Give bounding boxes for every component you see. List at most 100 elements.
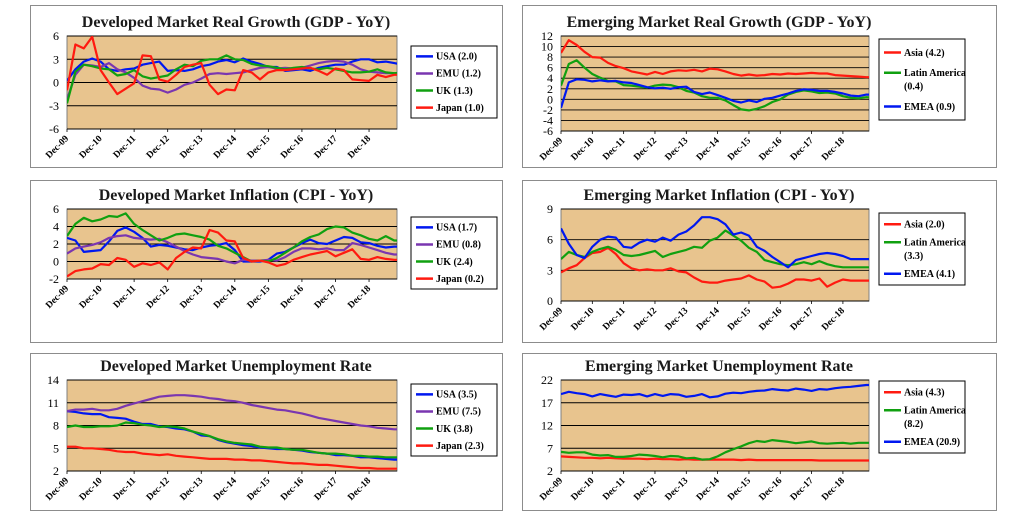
x-tick-label: Dec-17 — [313, 134, 340, 161]
x-tick-label: Dec-17 — [313, 476, 340, 503]
x-tick-label: Dec-09 — [538, 476, 565, 503]
legend-label: EMEA (20.9) — [904, 437, 960, 448]
x-tick-label: Dec-15 — [246, 476, 273, 503]
x-tick-label: Dec-16 — [758, 306, 785, 333]
x-tick-label: Dec-17 — [789, 306, 816, 333]
legend-label: UK (1.3) — [436, 86, 473, 97]
legend-box — [410, 216, 498, 290]
legend-label: EMEA (0.9) — [904, 102, 955, 113]
series-line-4 — [67, 228, 397, 278]
x-tick-label: Dec-09 — [538, 136, 565, 163]
x-tick-label: Dec-14 — [212, 134, 239, 161]
y-tick-label: 0 — [53, 76, 59, 90]
x-tick-label: Dec-10 — [570, 306, 597, 333]
x-tick-label: Dec-09 — [44, 476, 71, 503]
series-line-3 — [67, 54, 397, 104]
x-tick-label: Dec-14 — [695, 476, 722, 503]
x-tick-label: Dec-18 — [820, 306, 847, 333]
y-tick-label: -6 — [49, 122, 59, 136]
x-tick-label: Dec-09 — [538, 306, 565, 333]
series-line-2 — [67, 234, 397, 265]
series-line-2 — [67, 394, 397, 431]
x-tick-label: Dec-13 — [179, 284, 206, 311]
y-tick-label: 6 — [53, 202, 59, 216]
plot-area — [560, 208, 870, 302]
x-tick-label: Dec-11 — [601, 476, 628, 503]
chart-panel-em-unemployment: Emerging Market Unemployment Rate 2 7 12 17 2… — [522, 353, 997, 511]
x-tick-label: Dec-16 — [758, 476, 785, 503]
x-tick-label: Dec-17 — [789, 476, 816, 503]
x-tick-label: Dec-10 — [78, 134, 105, 161]
legend-label: EMU (0.8) — [436, 240, 481, 251]
chart-svg-dev-inflation: Developed Market Inflation (CPI - YoY) -2… — [44, 187, 498, 311]
legend-label: (3.3) — [904, 251, 923, 262]
x-tick-label: Dec-11 — [112, 476, 139, 503]
x-tick-label: Dec-13 — [664, 136, 691, 163]
x-tick-label: Dec-15 — [726, 136, 753, 163]
x-tick-label: Dec-09 — [44, 284, 71, 311]
x-tick-label: Dec-09 — [44, 134, 71, 161]
x-tick-label: Dec-15 — [246, 134, 273, 161]
x-tick-label: Dec-13 — [664, 306, 691, 333]
chart-svg-em-growth: Emerging Market Real Growth (GDP - YoY) -… — [538, 14, 966, 163]
chart-panel-em-growth: Emerging Market Real Growth (GDP - YoY) -… — [522, 5, 997, 168]
y-tick-label: 8 — [53, 419, 59, 433]
x-tick-label: Dec-10 — [570, 476, 597, 503]
x-tick-label: Dec-15 — [726, 306, 753, 333]
chart-title: Emerging Market Real Growth (GDP - YoY) — [567, 14, 872, 31]
x-tick-label: Dec-11 — [112, 284, 139, 311]
x-tick-label: Dec-17 — [789, 136, 816, 163]
series-line-1 — [561, 246, 869, 289]
x-tick-label: Dec-14 — [695, 306, 722, 333]
legend-label: EMU (7.5) — [436, 407, 481, 418]
legend-label: Japan (0.2) — [436, 274, 484, 285]
chart-svg-dev-growth: Developed Market Real Growth (GDP - YoY)… — [44, 14, 498, 161]
legend-label: Latin America — [904, 238, 966, 249]
chart-panel-dev-growth: Developed Market Real Growth (GDP - YoY)… — [30, 5, 503, 168]
legend-label: USA (1.7) — [436, 223, 477, 234]
y-tick-label: 2 — [53, 464, 59, 478]
x-tick-label: Dec-14 — [695, 136, 722, 163]
y-tick-label: 3 — [53, 52, 59, 66]
y-tick-label: 0 — [53, 255, 59, 269]
legend-label: UK (3.8) — [436, 424, 473, 435]
x-tick-label: Dec-15 — [726, 476, 753, 503]
x-tick-label: Dec-12 — [145, 134, 172, 161]
legend-label: Asia (4.2) — [904, 48, 945, 59]
x-tick-label: Dec-11 — [601, 306, 628, 333]
series-line-3 — [561, 78, 869, 109]
legend-label: Japan (2.3) — [436, 441, 484, 452]
x-tick-label: Dec-10 — [570, 136, 597, 163]
x-tick-label: Dec-18 — [820, 476, 847, 503]
x-tick-label: Dec-17 — [313, 284, 340, 311]
chart-title: Developed Market Inflation (CPI - YoY) — [99, 187, 373, 204]
y-tick-label: 0 — [547, 92, 553, 106]
chart-svg-em-unemployment: Emerging Market Unemployment Rate 2 7 12 17 2… — [538, 358, 966, 503]
y-tick-label: 5 — [53, 441, 59, 455]
x-tick-label: Dec-18 — [820, 136, 847, 163]
x-tick-label: Dec-13 — [179, 134, 206, 161]
y-tick-label: 8 — [547, 50, 553, 64]
x-tick-label: Dec-15 — [246, 284, 273, 311]
y-tick-label: -3 — [49, 99, 59, 113]
legend-label: (8.2) — [904, 419, 923, 430]
legend-label: EMEA (4.1) — [904, 269, 955, 280]
series-line-3 — [561, 216, 869, 269]
y-tick-label: 2 — [547, 82, 553, 96]
series-line-3 — [561, 383, 869, 399]
y-tick-label: 11 — [47, 396, 59, 410]
series-line-2 — [561, 438, 869, 461]
y-tick-label: 3 — [547, 263, 553, 277]
chart-svg-em-inflation: Emerging Market Inflation (CPI - YoY) 0 3 6… — [538, 187, 966, 333]
legend-box — [410, 45, 498, 119]
legend-label: EMU (1.2) — [436, 69, 481, 80]
legend-label: (0.4) — [904, 82, 923, 93]
chart-title: Emerging Market Unemployment Rate — [585, 358, 853, 375]
y-tick-label: 0 — [547, 294, 553, 308]
x-tick-label: Dec-12 — [632, 136, 659, 163]
y-tick-label: 6 — [547, 233, 553, 247]
y-tick-label: 2 — [53, 237, 59, 251]
y-tick-label: -2 — [49, 272, 59, 286]
y-tick-label: 2 — [547, 464, 553, 478]
legend-label: UK (2.4) — [436, 257, 473, 268]
